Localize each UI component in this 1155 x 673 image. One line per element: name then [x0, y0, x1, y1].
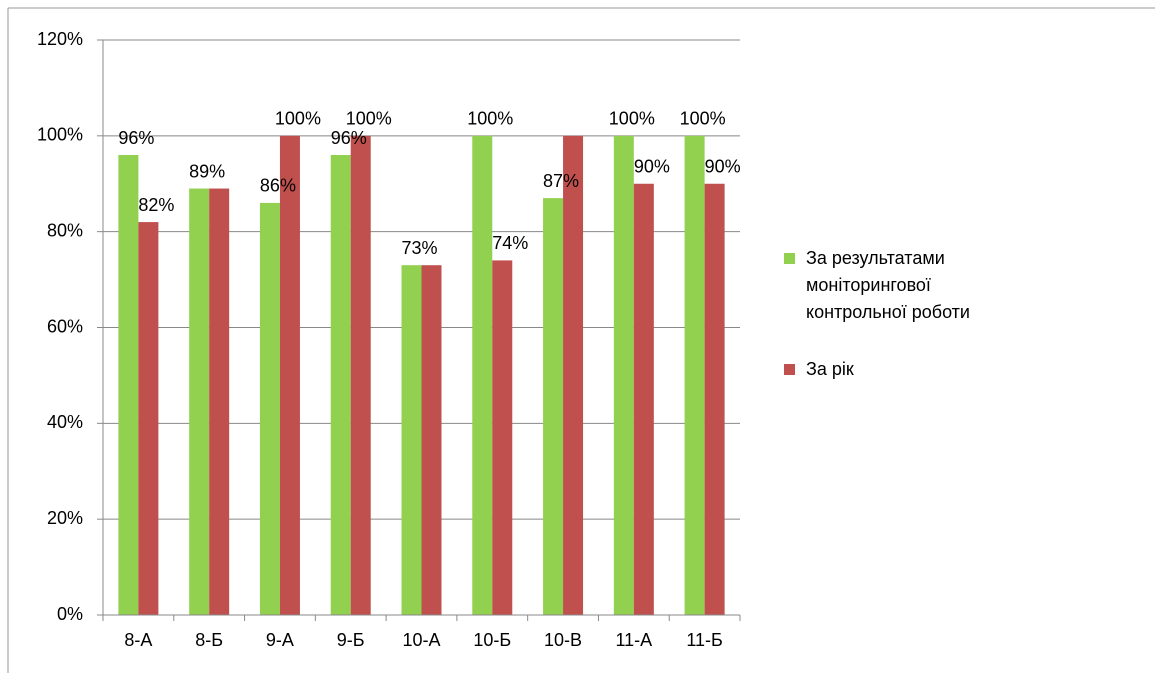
x-tick-label: 8-Б — [195, 630, 223, 650]
data-label: 90% — [634, 157, 670, 177]
data-label: 100% — [609, 109, 655, 129]
bar — [613, 135, 634, 616]
bar — [543, 198, 564, 615]
bar — [350, 135, 371, 616]
y-tick-label: 20% — [47, 508, 83, 528]
y-tick-label: 0% — [57, 604, 83, 624]
bar — [118, 155, 139, 615]
x-tick-label: 8-А — [124, 630, 152, 650]
bar — [259, 202, 280, 615]
data-label: 100% — [680, 109, 726, 129]
x-tick-label: 10-В — [544, 630, 582, 650]
bar — [563, 135, 584, 616]
data-label: 74% — [492, 233, 528, 253]
y-tick-label: 60% — [47, 316, 83, 336]
y-tick-label: 120% — [37, 29, 83, 49]
bar — [684, 135, 705, 616]
bar — [472, 135, 493, 616]
legend-label: За рік — [806, 359, 854, 379]
data-label: 100% — [467, 109, 513, 129]
legend-label: За результатами моніторингової контрольн… — [806, 248, 970, 322]
data-label: 100% — [346, 109, 392, 129]
bar — [279, 135, 300, 616]
x-tick-label: 11-А — [615, 630, 652, 650]
bar — [704, 183, 725, 615]
data-label: 90% — [705, 157, 741, 177]
data-label: 100% — [275, 109, 321, 129]
data-label: 82% — [138, 195, 174, 215]
bar — [209, 188, 230, 615]
data-label: 96% — [118, 128, 154, 148]
data-label: 73% — [401, 238, 437, 258]
bar — [401, 265, 422, 615]
bar — [421, 265, 442, 615]
bar — [138, 222, 159, 616]
bar — [330, 155, 351, 615]
legend-swatch — [784, 364, 795, 375]
bar — [633, 183, 654, 615]
legend-swatch — [784, 253, 795, 264]
x-tick-label: 10-Б — [473, 630, 511, 650]
bar — [492, 260, 513, 615]
y-tick-label: 80% — [47, 220, 83, 240]
y-tick-label: 40% — [47, 412, 83, 432]
data-label: 86% — [260, 176, 296, 196]
y-tick-label: 100% — [37, 125, 83, 145]
x-tick-label: 9-А — [266, 630, 294, 650]
x-tick-label: 9-Б — [337, 630, 365, 650]
data-label: 89% — [189, 161, 225, 181]
data-label: 87% — [543, 171, 579, 191]
bar — [189, 188, 210, 615]
data-label: 96% — [331, 128, 367, 148]
x-tick-label: 10-А — [402, 630, 440, 650]
x-tick-label: 11-Б — [686, 630, 723, 650]
